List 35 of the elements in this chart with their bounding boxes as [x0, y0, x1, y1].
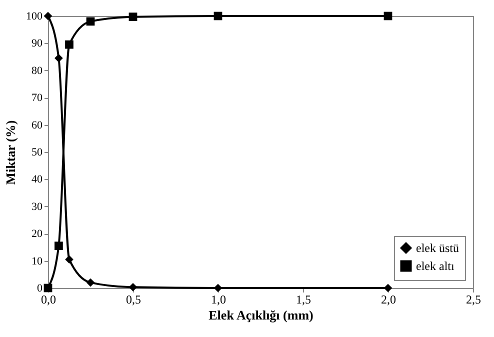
y-tick-label: 60 — [32, 119, 43, 132]
x-axis-title: Elek Açıklığı (mm) — [208, 308, 314, 322]
point — [128, 12, 138, 21]
y-tick-label: 70 — [32, 92, 43, 104]
x-tick-label: 1,5 — [296, 292, 311, 306]
y-tick-label: 80 — [32, 64, 43, 77]
y-tick-label: 30 — [32, 200, 43, 213]
point — [214, 12, 222, 20]
y-axis-title: Miktar (%) — [3, 120, 18, 185]
point — [384, 284, 392, 292]
y-tick-label: 20 — [32, 228, 43, 240]
y-tick-label: 50 — [32, 146, 43, 158]
x-tick-label: 2,0 — [381, 292, 396, 306]
x-tick-label: 1,0 — [211, 292, 226, 306]
point — [65, 40, 74, 49]
point — [214, 284, 222, 292]
point — [65, 255, 74, 264]
legend-label: elek altı — [416, 259, 455, 273]
point — [54, 242, 63, 250]
y-tick-label: 40 — [32, 174, 43, 186]
point — [54, 54, 63, 62]
point — [44, 12, 52, 20]
y-tick-label: 90 — [32, 38, 43, 50]
point — [86, 17, 95, 26]
point — [384, 12, 392, 20]
point — [128, 283, 138, 292]
x-tick-label: 2,5 — [466, 292, 481, 306]
point — [44, 284, 52, 292]
x-tick-label: 0,5 — [126, 292, 141, 306]
y-tick-label: 0 — [37, 282, 43, 294]
y-tick-label: 10 — [32, 255, 43, 268]
x-tick-label: 0,0 — [41, 292, 56, 306]
y-tick-label: 100 — [26, 10, 43, 22]
point — [86, 278, 95, 287]
legend-label: elek üstü — [416, 241, 459, 255]
